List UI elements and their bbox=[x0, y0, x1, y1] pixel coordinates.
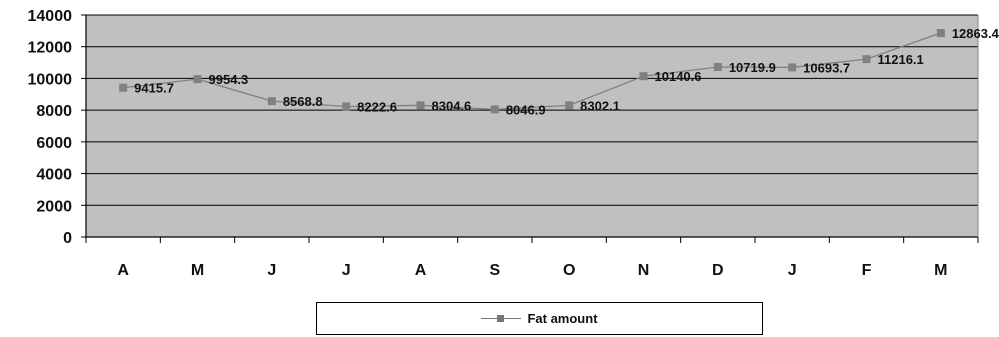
data-point-marker bbox=[416, 101, 425, 110]
data-label: 8222.6 bbox=[357, 100, 397, 115]
x-tick-label: A bbox=[117, 262, 129, 279]
series-line bbox=[123, 32, 942, 111]
data-label: 11216.1 bbox=[878, 52, 924, 67]
y-tick-label: 4000 bbox=[36, 167, 72, 184]
y-tick-label: 8000 bbox=[36, 103, 72, 120]
x-tick-label: J bbox=[267, 262, 276, 279]
data-point-marker bbox=[342, 102, 351, 111]
data-label: 8302.1 bbox=[580, 98, 620, 113]
data-point-marker bbox=[193, 75, 202, 84]
data-label: 8046.9 bbox=[506, 102, 546, 117]
data-point-marker bbox=[639, 72, 648, 81]
data-label: 10140.6 bbox=[655, 69, 702, 84]
y-tick-label: 6000 bbox=[36, 135, 72, 152]
legend-label: Fat amount bbox=[527, 311, 598, 326]
x-tick-label: A bbox=[415, 262, 427, 279]
data-point-marker bbox=[565, 101, 574, 110]
data-label: 8568.8 bbox=[283, 94, 323, 109]
x-tick-label: J bbox=[342, 262, 351, 279]
x-tick-label: M bbox=[934, 262, 947, 279]
data-point-marker bbox=[713, 63, 722, 72]
x-tick-label: F bbox=[862, 262, 872, 279]
y-tick-label: 14000 bbox=[28, 8, 73, 25]
x-tick-label: N bbox=[638, 262, 650, 279]
x-tick-label: S bbox=[489, 262, 500, 279]
gridlines bbox=[86, 14, 978, 206]
data-point-marker bbox=[936, 29, 945, 38]
data-label: 9415.7 bbox=[134, 81, 174, 96]
data-label: 9954.3 bbox=[209, 72, 249, 87]
axes bbox=[81, 14, 979, 243]
x-tick-label: D bbox=[712, 262, 724, 279]
line-chart: 0 2000 4000 6000 8000 10000 12000 14000 A M J J A S O… bbox=[28, 8, 999, 279]
series-fat-amount bbox=[119, 29, 945, 114]
y-tick-label: 2000 bbox=[36, 198, 72, 215]
data-point-marker bbox=[788, 63, 797, 72]
data-point-marker bbox=[119, 83, 128, 92]
y-tick-label: 10000 bbox=[28, 71, 73, 88]
data-point-marker bbox=[267, 97, 276, 106]
data-point-marker bbox=[862, 55, 871, 64]
y-axis-tick-labels: 0 2000 4000 6000 8000 10000 12000 14000 bbox=[28, 8, 73, 247]
x-tick-label: M bbox=[191, 262, 204, 279]
x-tick-label: O bbox=[563, 262, 575, 279]
y-tick-label: 0 bbox=[63, 230, 72, 247]
y-tick-label: 12000 bbox=[28, 40, 73, 57]
legend: Fat amount bbox=[316, 302, 763, 335]
data-labels: 9415.7 9954.3 8568.8 8222.6 8304.6 8046.9 8302… bbox=[134, 26, 999, 117]
legend-marker-icon bbox=[481, 314, 522, 324]
data-label: 10719.9 bbox=[729, 60, 776, 75]
data-label: 8304.6 bbox=[432, 98, 472, 113]
x-tick-label: J bbox=[788, 262, 797, 279]
plot-area bbox=[86, 15, 978, 237]
data-label: 10693.7 bbox=[803, 60, 850, 75]
data-point-marker bbox=[490, 105, 499, 114]
data-label: 12863.4 bbox=[952, 26, 999, 41]
